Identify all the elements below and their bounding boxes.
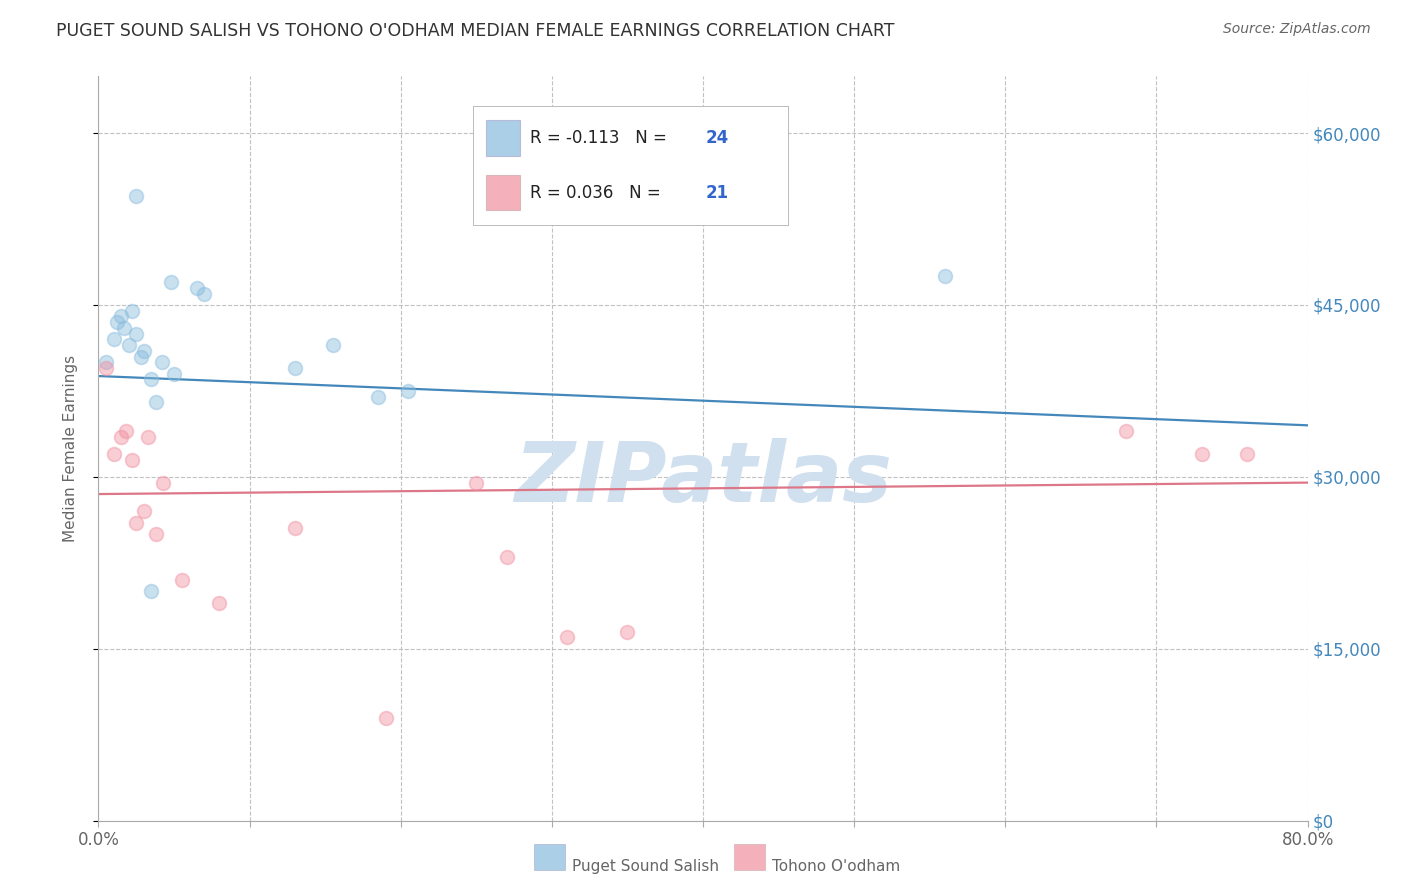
Point xyxy=(616,624,638,639)
Point xyxy=(465,475,488,490)
Point xyxy=(114,424,136,438)
Point xyxy=(141,372,163,386)
Point xyxy=(125,516,148,530)
Point xyxy=(132,504,155,518)
Point xyxy=(136,430,159,444)
Point xyxy=(495,550,517,565)
Point xyxy=(193,286,215,301)
Text: ZIPatlas: ZIPatlas xyxy=(515,437,891,518)
Point xyxy=(163,367,186,381)
Point xyxy=(284,361,307,376)
Point xyxy=(396,384,419,398)
Point xyxy=(367,390,389,404)
Point xyxy=(110,430,132,444)
Point xyxy=(105,315,128,329)
Y-axis label: Median Female Earnings: Median Female Earnings xyxy=(63,355,77,541)
Text: Source: ZipAtlas.com: Source: ZipAtlas.com xyxy=(1223,22,1371,37)
Point xyxy=(94,355,117,369)
Point xyxy=(141,584,163,599)
Point xyxy=(170,573,193,587)
Point xyxy=(1115,424,1137,438)
Text: Puget Sound Salish: Puget Sound Salish xyxy=(572,859,720,873)
Point xyxy=(94,361,117,376)
Point xyxy=(121,303,143,318)
Point xyxy=(1236,447,1258,461)
Point xyxy=(374,710,396,724)
Point xyxy=(208,596,231,610)
Point xyxy=(132,343,155,358)
Point xyxy=(284,521,307,535)
Text: PUGET SOUND SALISH VS TOHONO O'ODHAM MEDIAN FEMALE EARNINGS CORRELATION CHART: PUGET SOUND SALISH VS TOHONO O'ODHAM MED… xyxy=(56,22,894,40)
Point xyxy=(145,527,167,541)
Point xyxy=(110,310,132,324)
Point xyxy=(121,452,143,467)
Point xyxy=(322,338,344,352)
Point xyxy=(934,269,956,284)
Point xyxy=(103,447,125,461)
Point xyxy=(186,281,208,295)
Point xyxy=(555,630,578,644)
Point xyxy=(160,275,183,289)
Point xyxy=(1191,447,1213,461)
Point xyxy=(118,338,141,352)
Point xyxy=(152,475,174,490)
Point xyxy=(103,332,125,346)
Point xyxy=(112,321,135,335)
Point xyxy=(125,189,148,203)
Point xyxy=(125,326,148,341)
Point xyxy=(129,350,152,364)
Point xyxy=(150,355,173,369)
Point xyxy=(145,395,167,409)
Text: Tohono O'odham: Tohono O'odham xyxy=(772,859,900,873)
